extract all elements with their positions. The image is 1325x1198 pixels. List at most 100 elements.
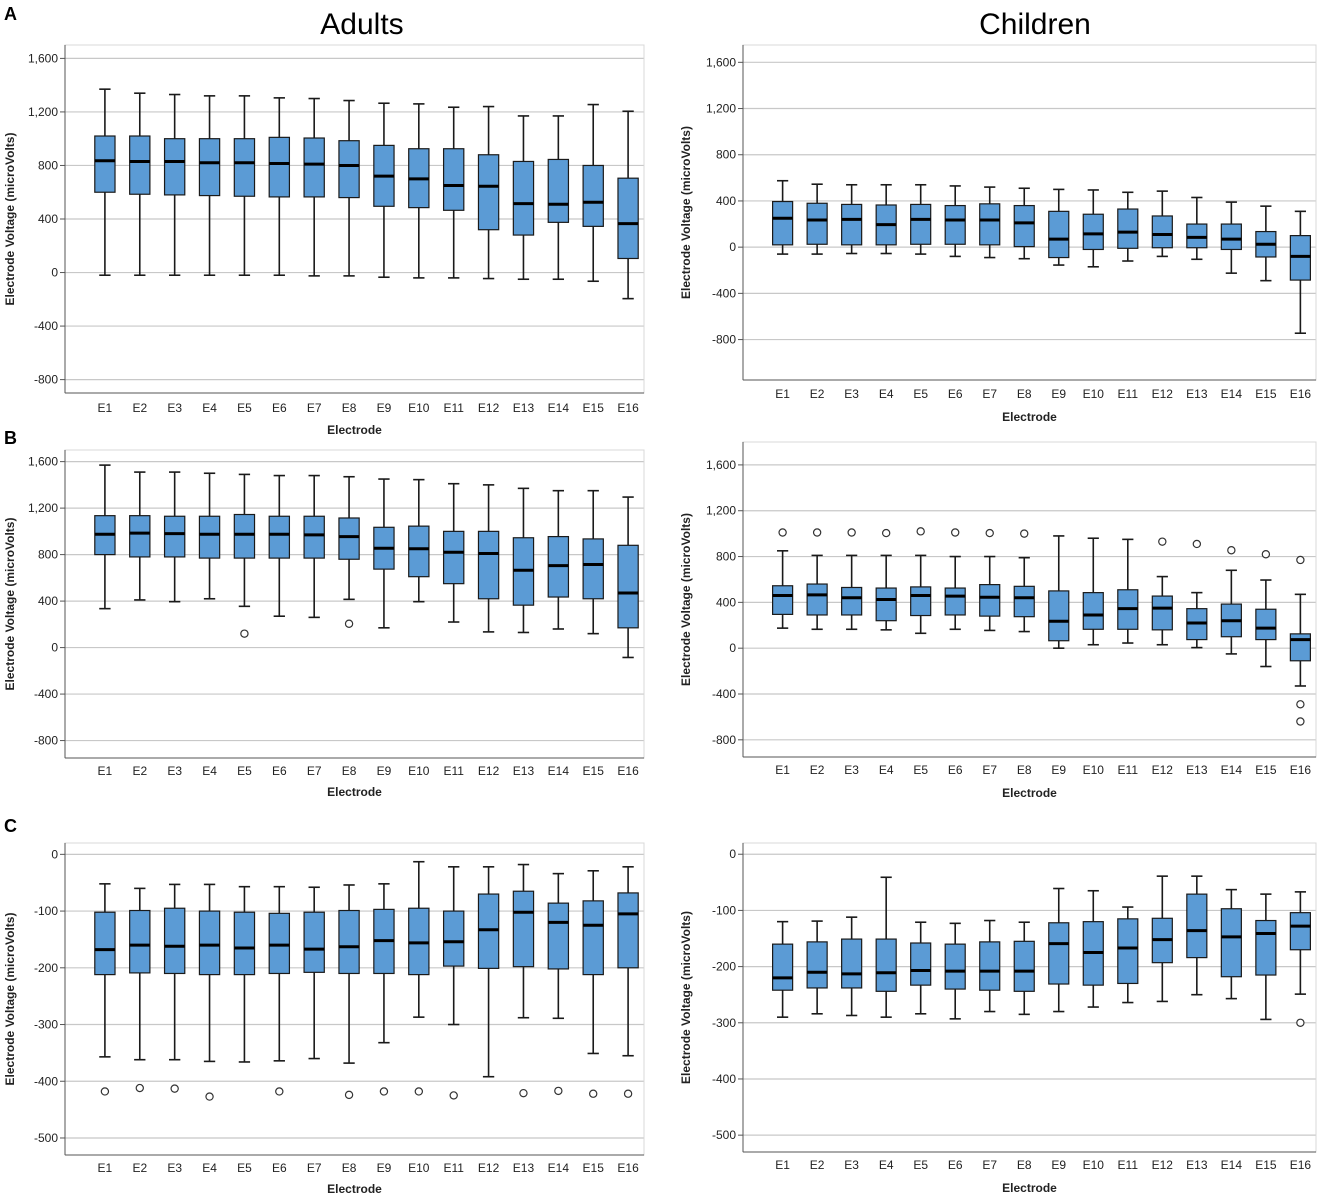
y-tick-label: 1,600 (28, 51, 58, 65)
iqr-box (979, 584, 1001, 617)
x-tick-label: E6 (948, 763, 963, 777)
outlier-point (449, 1091, 458, 1100)
box-E10: E10 (1083, 189, 1104, 401)
iqr-box (477, 154, 500, 231)
y-tick-label: -800 (712, 733, 736, 747)
x-axis-title: Electrode (1002, 1181, 1057, 1195)
box-E1: E1 (94, 88, 116, 415)
box-E11: E11 (442, 482, 465, 778)
box-E11: E11 (1117, 906, 1139, 1172)
box-E9: E9 (1048, 887, 1070, 1172)
box-E12: E12 (1152, 537, 1173, 777)
box-E2: E2 (806, 183, 828, 401)
outlier-point (778, 528, 787, 537)
x-tick-label: E14 (1221, 1158, 1243, 1172)
x-tick-label: E10 (408, 401, 430, 415)
box-E5: E5 (233, 95, 256, 415)
y-tick-label: 400 (716, 595, 736, 609)
outlier-point (1020, 529, 1029, 538)
x-tick-label: E15 (583, 764, 605, 778)
box-E15: E15 (582, 103, 604, 415)
iqr-box (303, 911, 325, 973)
x-tick-label: E10 (1083, 763, 1105, 777)
outlier-point (1261, 550, 1271, 559)
x-tick-label: E13 (513, 1161, 535, 1175)
box-E5: E5 (233, 885, 256, 1175)
x-tick-label: E12 (1152, 387, 1174, 401)
x-axis-title: Electrode (327, 785, 382, 799)
iqr-box (841, 938, 863, 989)
x-tick-label: E1 (775, 763, 790, 777)
outlier-point (344, 619, 354, 628)
iqr-box (617, 892, 639, 969)
box-E10: E10 (1083, 537, 1105, 777)
iqr-box (1255, 919, 1277, 976)
iqr-box (338, 909, 360, 975)
box-E4: E4 (198, 95, 221, 415)
x-tick-label: E9 (1051, 387, 1066, 401)
x-tick-label: E5 (237, 1161, 252, 1175)
iqr-box (303, 137, 325, 198)
outlier-point (1296, 700, 1305, 709)
x-tick-label: E8 (342, 1161, 357, 1175)
y-tick-label: 1,200 (706, 102, 736, 116)
iqr-box (772, 200, 794, 246)
x-tick-label: E5 (237, 764, 252, 778)
x-tick-label: E16 (1290, 387, 1312, 401)
x-axis-title: Electrode (327, 1182, 382, 1196)
y-tick-label: 1,600 (706, 55, 736, 69)
box-E14: E14 (547, 115, 569, 415)
boxplot-B-children: -800 -400 0 400 800 1,200 1,600 E1 E2 E3 E4 E5 E6 E7 E… (679, 441, 1317, 800)
outlier-point (951, 528, 960, 537)
box-E11: E11 (442, 106, 465, 415)
x-tick-label: E11 (1118, 763, 1139, 777)
box-E7: E7 (303, 97, 325, 415)
outlier-point (1296, 1018, 1305, 1027)
iqr-box (442, 148, 465, 211)
box-E13: E13 (1186, 539, 1208, 777)
box-E14: E14 (1221, 201, 1243, 401)
iqr-box (129, 515, 151, 558)
outlier-point (554, 1086, 563, 1096)
box-E8: E8 (1013, 529, 1035, 777)
x-tick-label: E9 (377, 764, 392, 778)
iqr-box (1289, 633, 1311, 662)
iqr-box (875, 587, 897, 622)
y-axis-title: Electrode Voltage (microVolts) (679, 513, 693, 686)
x-tick-label: E13 (1186, 387, 1208, 401)
box-E13: E13 (1186, 875, 1208, 1172)
y-tick-label: 1,600 (706, 458, 736, 472)
y-tick-label: 0 (729, 847, 736, 861)
x-tick-label: E15 (583, 1161, 605, 1175)
y-tick-label: -800 (712, 333, 736, 347)
x-tick-label: E2 (810, 763, 825, 777)
iqr-box (442, 910, 465, 967)
y-tick-label: 0 (51, 847, 58, 861)
x-tick-label: E6 (272, 401, 287, 415)
x-tick-label: E9 (377, 1161, 392, 1175)
x-tick-label: E14 (1221, 387, 1243, 401)
x-tick-label: E10 (408, 1161, 430, 1175)
iqr-box (547, 902, 570, 970)
outlier-point (240, 629, 249, 638)
box-E14: E14 (547, 489, 569, 778)
box-E2: E2 (129, 92, 151, 415)
box-E10: E10 (1083, 889, 1104, 1172)
box-E4: E4 (875, 876, 897, 1172)
y-tick-label: -800 (34, 373, 58, 387)
plot-frame (64, 449, 645, 759)
x-tick-label: E13 (513, 764, 535, 778)
x-tick-label: E13 (1186, 1158, 1208, 1172)
box-E7: E7 (979, 186, 1001, 401)
x-tick-label: E6 (272, 764, 287, 778)
box-E1: E1 (772, 920, 794, 1172)
y-tick-label: -400 (712, 286, 736, 300)
box-E11: E11 (1117, 191, 1139, 401)
iqr-box (806, 202, 828, 245)
iqr-box (512, 160, 535, 236)
y-tick-label: 800 (38, 548, 58, 562)
box-E8: E8 (338, 475, 360, 778)
outlier-point (812, 528, 822, 537)
box-E6: E6 (268, 97, 291, 415)
